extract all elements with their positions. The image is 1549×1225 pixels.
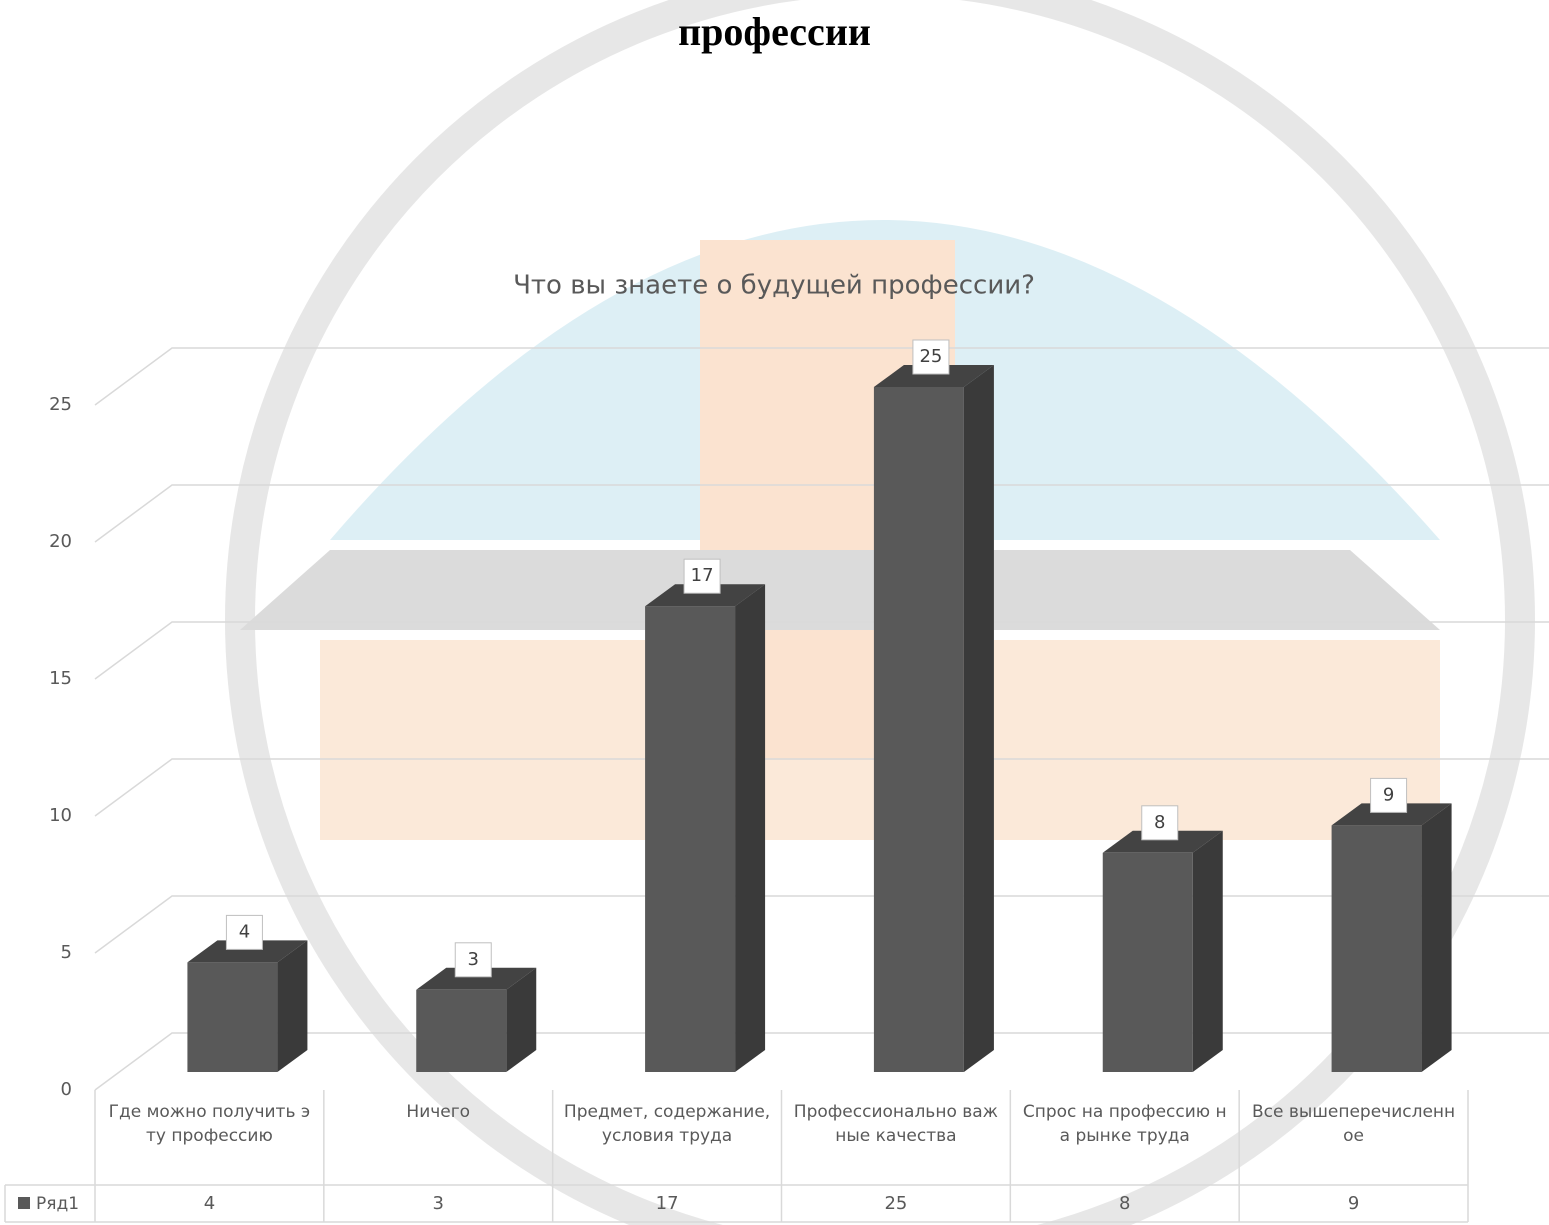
data-label: 17 — [691, 565, 714, 586]
data-label: 8 — [1154, 812, 1165, 833]
legend-key — [18, 1197, 30, 1209]
table-value: 8 — [1119, 1193, 1130, 1214]
y-tick-label: 5 — [61, 942, 72, 963]
data-label: 3 — [468, 949, 479, 970]
table-value: 3 — [433, 1193, 444, 1214]
data-label: 25 — [919, 346, 942, 367]
x-tick-label: Профессионально важные качества — [791, 1100, 1001, 1148]
table-value: 25 — [884, 1193, 907, 1214]
bar — [416, 990, 506, 1072]
table-value: 17 — [656, 1193, 679, 1214]
bar — [645, 606, 735, 1072]
chart-title: Что вы знаете о будущей профессии? — [513, 271, 1035, 301]
bar — [1332, 825, 1422, 1072]
y-tick-label: 25 — [49, 394, 72, 415]
page: Что вы знаете о будущей профессии? 0 5 10 1… — [0, 0, 1549, 1225]
data-label: 4 — [239, 921, 250, 942]
bar — [187, 962, 277, 1072]
y-tick-label: 15 — [49, 668, 72, 689]
x-tick-label: Где можно получить эту профессию — [104, 1100, 314, 1148]
slide-title: профессии — [0, 8, 1549, 55]
chart: Что вы знаете о будущей профессии? 0 5 10 1… — [0, 0, 1549, 1225]
bar-side — [735, 584, 765, 1072]
y-tick-label: 0 — [61, 1079, 72, 1100]
table-value: 9 — [1348, 1193, 1359, 1214]
bar — [1103, 853, 1193, 1072]
y-tick-label: 10 — [49, 805, 72, 826]
x-tick-label: Ничего — [333, 1100, 543, 1124]
legend-label: Ряд1 — [36, 1194, 79, 1214]
x-tick-label: Все вышеперечисленное — [1249, 1100, 1459, 1148]
y-tick-label: 20 — [49, 531, 72, 552]
x-tick-label: Предмет, содержание, условия труда — [562, 1100, 772, 1148]
bar-side — [1193, 831, 1223, 1072]
bar — [874, 387, 964, 1072]
bar-side — [277, 940, 307, 1072]
table-value: 4 — [204, 1193, 215, 1214]
data-label: 9 — [1383, 784, 1394, 805]
x-tick-label: Спрос на профессию на рынке труда — [1020, 1100, 1230, 1148]
bar-side — [1422, 803, 1452, 1072]
bar-side — [964, 365, 994, 1072]
